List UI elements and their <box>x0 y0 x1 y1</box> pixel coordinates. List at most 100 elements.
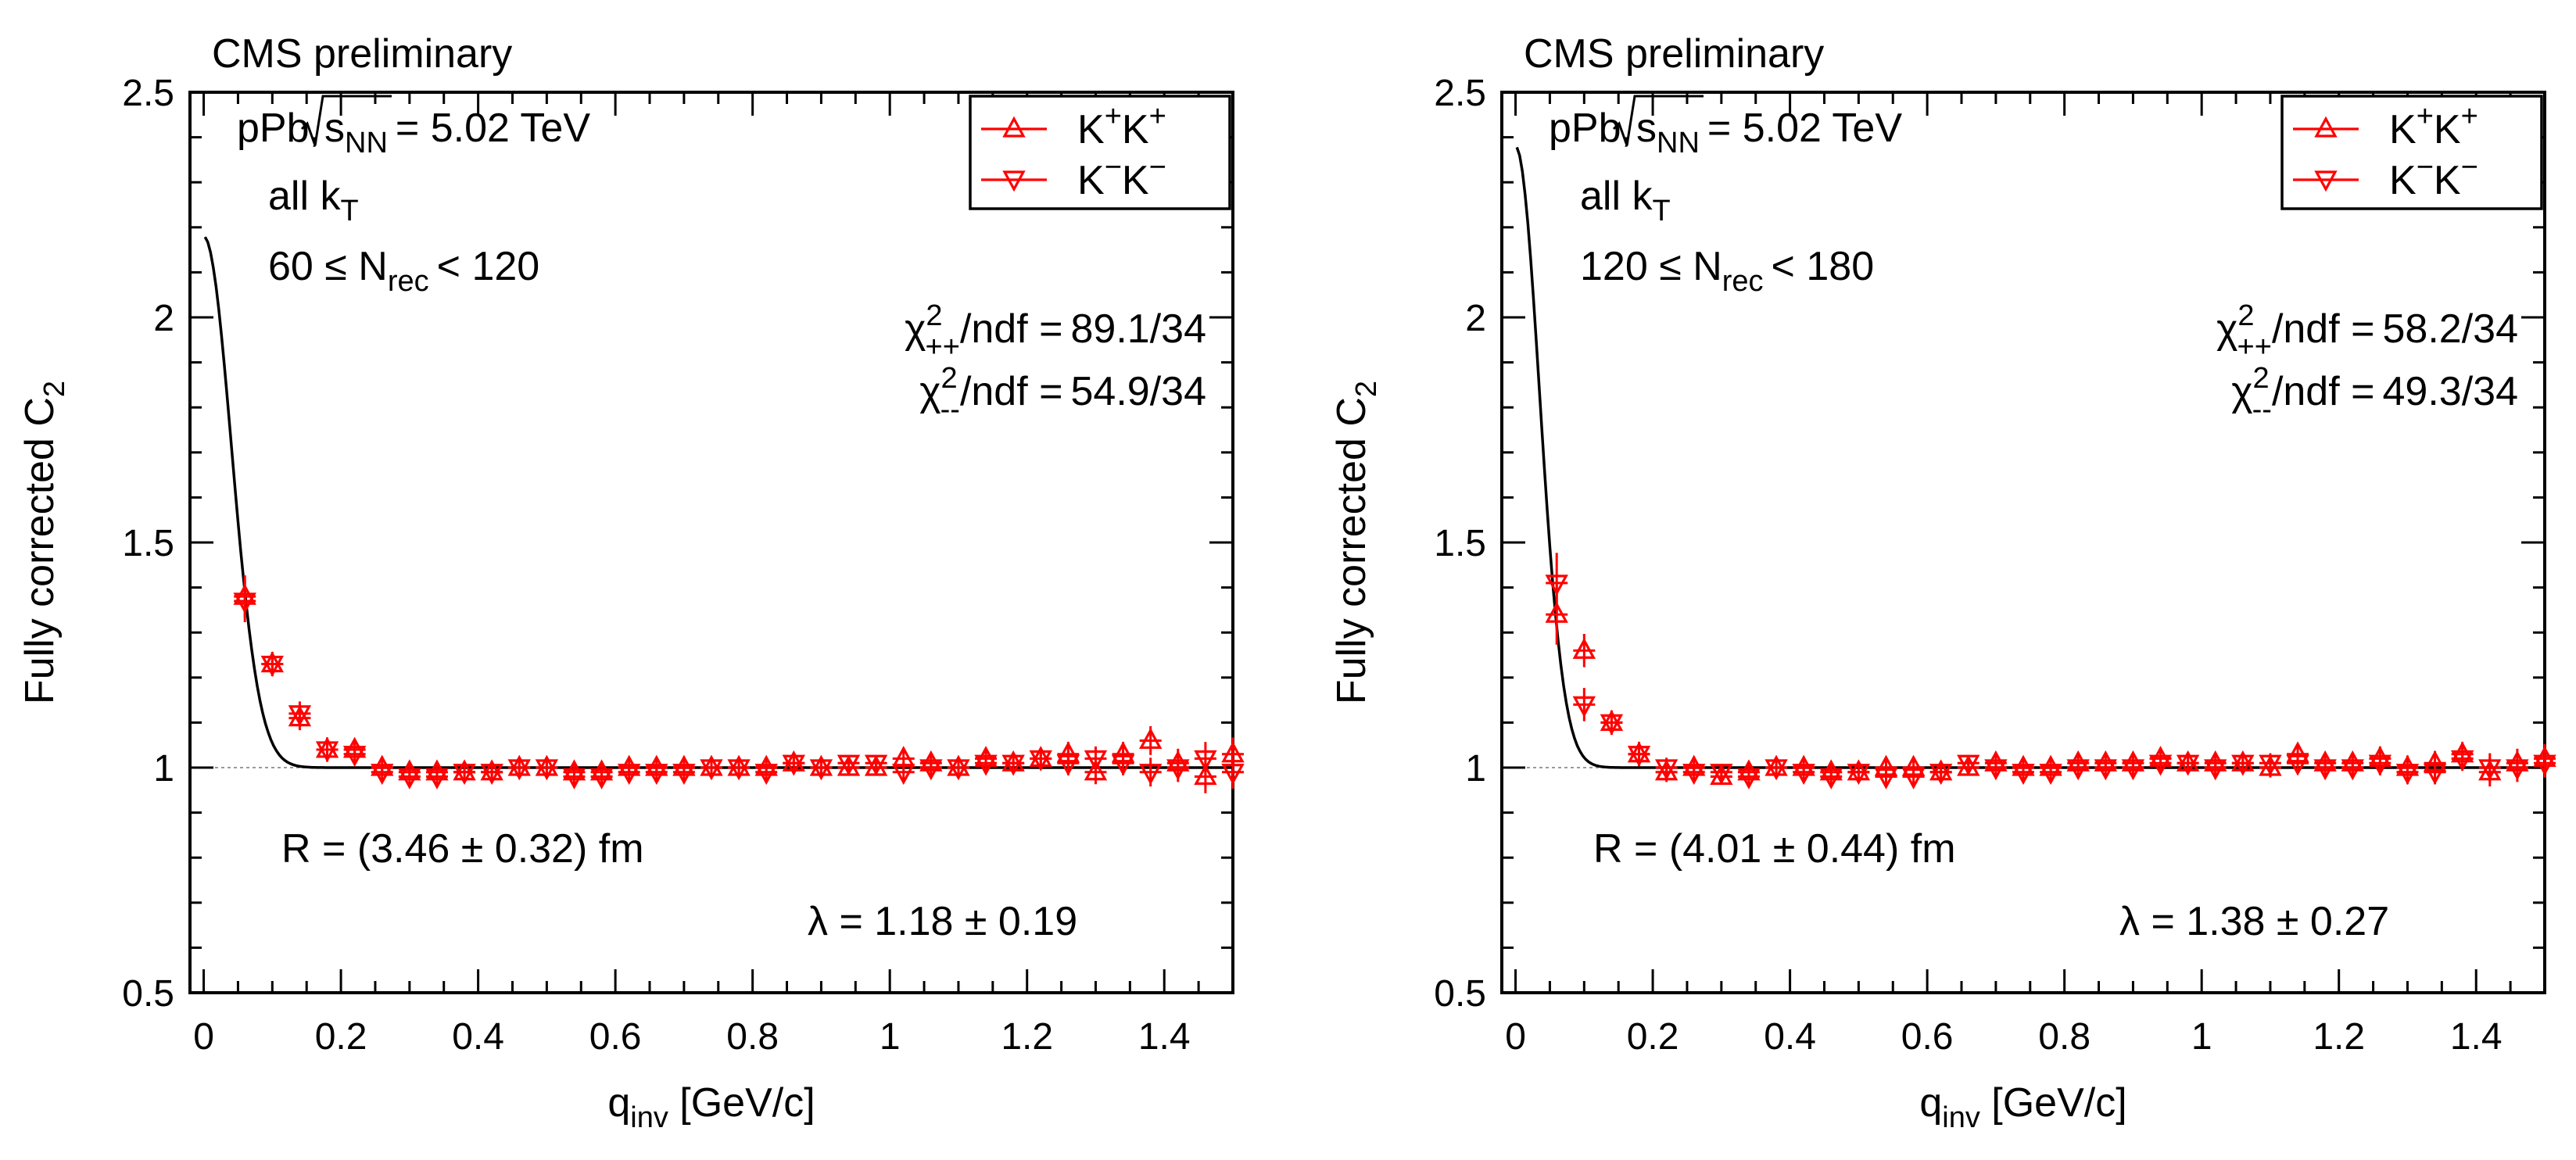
x-tick-label: 0 <box>193 1016 214 1058</box>
kt-label: all kT <box>268 174 359 227</box>
point-kmkm <box>2368 750 2392 776</box>
legend-marker-triangle-up <box>2314 116 2338 138</box>
marker-triangle-down <box>754 764 778 786</box>
point-kpkp <box>1572 633 1596 668</box>
marker-triangle-down <box>535 759 559 781</box>
x-tick-label: 0.8 <box>2038 1016 2091 1058</box>
marker-triangle-down <box>2231 754 2255 776</box>
x-tick-label: 0.6 <box>589 1016 642 1058</box>
marker-triangle-down <box>1737 768 1761 789</box>
point-kmkm <box>1572 688 1596 721</box>
point-kmkm <box>398 768 421 789</box>
point-kmkm <box>1901 768 1926 789</box>
point-kmkm <box>727 759 751 781</box>
y-tick-label: 0.5 <box>122 973 174 1015</box>
point-kmkm <box>233 579 256 622</box>
panel-left: 0 0.2 0.4 0.6 0.8 1 1.2 1.4 0.5 1 1.5 2 2.5 CMS pre… <box>17 31 1245 1134</box>
x-tick-label: 0.4 <box>452 1016 504 1058</box>
x-tick-labels: 0 0.2 0.4 0.6 0.8 1 1.2 1.4 <box>193 1016 1190 1058</box>
marker-triangle-down <box>1194 750 1217 772</box>
marker-triangle-down <box>1029 750 1052 772</box>
point-kmkm <box>288 701 312 727</box>
marker-triangle-down <box>1572 696 1596 718</box>
nrec-range-label: 60 ≤ Nrec < 120 <box>268 244 539 298</box>
chi2-mm-label: χ2 --/ndf = 49.3/34 <box>2231 362 2518 426</box>
marker-triangle-down <box>2506 759 2529 781</box>
point-kmkm <box>2395 760 2420 786</box>
marker-triangle-down <box>398 768 421 789</box>
point-kmkm <box>782 754 806 776</box>
x-tick-label: 0.4 <box>1764 1016 1816 1058</box>
point-kmkm <box>617 764 641 786</box>
radius-result: R = (4.01 ± 0.44) fm <box>1593 826 1956 872</box>
marker-triangle-down <box>1984 759 2008 781</box>
point-kmkm <box>2259 753 2282 776</box>
point-kmkm <box>2450 746 2474 772</box>
point-kmkm <box>1847 764 1871 786</box>
y-tick-label: 0.5 <box>1434 973 1486 1015</box>
point-kmkm <box>919 757 943 781</box>
marker-triangle-down <box>2368 754 2392 776</box>
point-kmkm <box>260 652 285 677</box>
point-kmkm <box>1957 754 1980 776</box>
point-kmkm <box>1138 757 1163 787</box>
point-kmkm <box>1984 759 2008 781</box>
x-tick-labels: 0 0.2 0.4 0.6 0.8 1 1.2 1.4 <box>1505 1016 2502 1058</box>
marker-triangle-down <box>947 759 970 781</box>
marker-triangle-up <box>1084 759 1108 781</box>
point-kmkm <box>2039 764 2062 786</box>
chi2-pp-label: χ2 ++/ndf = 89.1/34 <box>905 299 1206 363</box>
y-tick-label: 1.5 <box>1434 523 1486 564</box>
y-tick-label: 2 <box>1465 298 1486 339</box>
point-kmkm <box>2148 754 2173 776</box>
marker-triangle-down <box>782 754 806 776</box>
marker-triangle-down <box>892 764 915 786</box>
point-kmkm <box>1600 710 1624 736</box>
legend-label-kmkm: K−K− <box>2389 151 2478 203</box>
point-kmkm <box>1084 746 1108 772</box>
fit-curve <box>1515 146 2544 769</box>
legend-marker-triangle-down <box>2314 170 2338 192</box>
marker-triangle-up <box>1194 764 1217 786</box>
lambda-result: λ = 1.18 ± 0.19 <box>808 899 1077 944</box>
x-tick-label: 1.2 <box>1001 1016 1053 1058</box>
legend: K+K+ K−K− <box>969 95 1231 210</box>
marker-triangle-down <box>288 705 312 727</box>
sqrt-symbol <box>1612 95 1704 146</box>
point-kmkm <box>2286 753 2309 776</box>
series-kpkp <box>1545 584 2556 787</box>
marker-triangle-down <box>2259 754 2282 776</box>
legend-entry-kpkp: K+K+ <box>981 100 1166 152</box>
marker-triangle-down <box>1682 764 1706 786</box>
point-kmkm <box>507 759 531 781</box>
marker-triangle-down <box>974 754 998 776</box>
point-kmkm <box>754 764 778 786</box>
x-tick-label: 0.2 <box>1627 1016 1679 1058</box>
point-kmkm <box>342 744 367 768</box>
y-tick-labels: 0.5 1 1.5 2 2.5 <box>122 73 174 1015</box>
point-kmkm <box>672 764 696 786</box>
point-kmkm <box>1819 768 1843 789</box>
point-kmkm <box>1221 755 1245 789</box>
x-tick-label: 0.6 <box>1901 1016 1954 1058</box>
marker-triangle-down <box>260 655 285 677</box>
marker-triangle-down <box>2148 754 2173 776</box>
point-kmkm <box>453 764 476 786</box>
y-tick-label: 2 <box>153 298 174 339</box>
point-kmkm <box>1654 757 1679 781</box>
system-label: pPb, <box>237 106 321 151</box>
point-kmkm <box>2094 759 2118 781</box>
point-kmkm <box>2478 753 2502 782</box>
marker-triangle-down <box>1221 764 1245 786</box>
point-kmkm <box>1792 764 1815 786</box>
marker-triangle-down <box>700 759 723 781</box>
chi2-mm-label: χ2 --/ndf = 54.9/34 <box>919 362 1206 426</box>
marker-triangle-down <box>1056 754 1080 776</box>
point-kmkm <box>2506 753 2529 782</box>
marker-triangle-down <box>1654 759 1679 781</box>
chart-title: CMS preliminary <box>1524 31 1824 77</box>
marker-triangle-down <box>1545 575 1568 596</box>
y-tick-label: 1 <box>1465 748 1486 789</box>
point-kmkm <box>947 757 970 781</box>
point-kmkm <box>974 753 998 776</box>
